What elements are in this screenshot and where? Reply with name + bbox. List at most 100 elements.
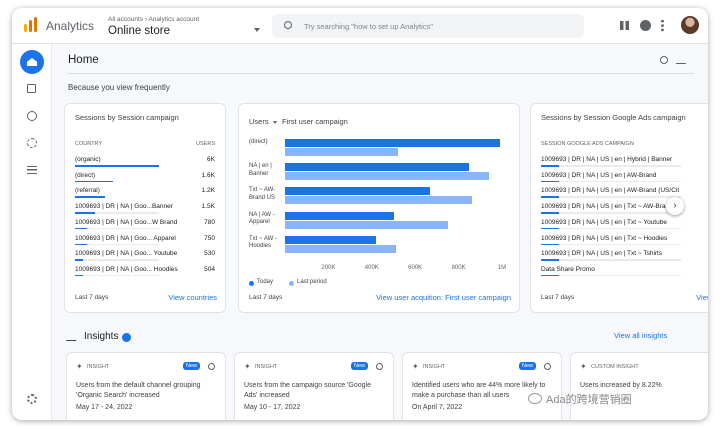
row-value: 504 xyxy=(204,265,215,273)
category-label: (direct) xyxy=(249,139,268,145)
breadcrumb-item[interactable]: Analytics account xyxy=(148,16,200,23)
card-title: Sessions by Session Google Ads campaign xyxy=(541,113,686,122)
x-tick-label: 1M xyxy=(497,265,507,271)
insight-card[interactable]: ✦ INSIGHT New Users from the campaign sourc… xyxy=(234,352,394,420)
app-name[interactable]: Analytics xyxy=(46,19,95,33)
share-icon[interactable] xyxy=(544,363,551,370)
row-bar xyxy=(541,196,559,198)
insight-date: May 17 - 24, 2022 xyxy=(76,404,133,411)
row-label[interactable]: 1009693 | DR | NA | US | en | AW-Brand (… xyxy=(541,187,680,195)
sparkle-icon: ✦ xyxy=(412,362,419,371)
category-label: NA | en | Banner xyxy=(249,163,272,177)
card-link[interactable]: View user acquition: First user campaign xyxy=(376,293,511,302)
card-metric[interactable]: Users xyxy=(249,117,269,126)
dropdown-arrow[interactable] xyxy=(273,121,277,124)
row-underline xyxy=(541,259,681,261)
row-label[interactable]: (organic) xyxy=(75,156,101,163)
search-box[interactable] xyxy=(272,14,584,38)
settings-nav[interactable] xyxy=(27,394,37,404)
bar xyxy=(285,187,431,196)
period-selector[interactable]: Last 7 days xyxy=(249,294,283,301)
row-label[interactable]: 1009693 | DR | NA | US | en | Hybrid | B… xyxy=(541,156,673,163)
column-header: COUNTRY xyxy=(75,141,103,147)
legend-dot xyxy=(289,281,294,286)
row-label[interactable]: 1009693 | DR | NA | US | en | Txt ~ Yout… xyxy=(541,218,667,226)
explore-nav[interactable] xyxy=(27,111,37,121)
breadcrumb[interactable]: All accounts › Analytics account xyxy=(108,16,200,23)
row-label[interactable]: 1009693 | DR | NA | US | en | AW-Brand xyxy=(541,171,657,179)
help-icon xyxy=(122,333,131,342)
breadcrumb-item[interactable]: All accounts xyxy=(108,16,144,23)
card-title: Sessions by Session campaign xyxy=(75,113,179,122)
row-bar xyxy=(541,259,559,261)
column-header: SESSION GOOGLE ADS CAMPAIGN xyxy=(541,141,634,147)
insight-card[interactable]: ✦ INSIGHT New Users from the default channe… xyxy=(66,352,226,420)
reports-nav[interactable] xyxy=(27,84,36,93)
property-name[interactable]: Online store xyxy=(108,25,171,37)
bar xyxy=(285,244,396,253)
row-label[interactable]: 1009693 | DR | NA | US | en | Txt ~ Tshi… xyxy=(541,250,663,258)
search-placeholder[interactable]: Try searching "how to set up Analytics" xyxy=(304,22,433,31)
row-underline xyxy=(75,227,159,230)
row-underline xyxy=(75,243,159,245)
advertising-nav[interactable] xyxy=(27,138,37,148)
row-label[interactable]: 1009693 | DR | NA | Goo... Hoodies xyxy=(75,265,178,273)
page-title: Home xyxy=(68,54,99,66)
bar xyxy=(285,163,470,172)
card-link[interactable]: View user ac xyxy=(696,293,708,302)
row-label[interactable]: (direct) xyxy=(75,171,96,179)
column-header: USERS xyxy=(196,141,215,147)
legend-label: Today xyxy=(257,279,274,285)
side-nav xyxy=(12,44,52,420)
row-bar xyxy=(75,243,87,245)
row-label[interactable]: (referral) xyxy=(75,187,100,195)
dropdown-arrow[interactable] xyxy=(254,28,260,32)
row-label[interactable]: 1009693 | DR | NA | Goo...W Brand xyxy=(75,218,178,226)
row-bar xyxy=(75,180,113,183)
watermark-icon xyxy=(528,393,542,404)
card-dimension[interactable]: First user campaign xyxy=(282,117,348,126)
row-underline xyxy=(541,196,681,198)
share-icon[interactable] xyxy=(660,56,668,64)
category-label: NA | AW - Apparel xyxy=(249,211,275,226)
insight-kind: INSIGHT xyxy=(87,364,110,370)
x-tick-label: 800K xyxy=(451,265,466,271)
insights-link[interactable]: View all insights xyxy=(614,331,668,340)
row-label[interactable]: 1009693 | DR | NA | Goo...Banner xyxy=(75,203,173,211)
configure-nav[interactable] xyxy=(27,166,37,174)
more-icon[interactable] xyxy=(661,19,664,32)
insight-kind: INSIGHT xyxy=(423,364,446,370)
card-link[interactable]: View countries xyxy=(168,293,217,302)
avatar[interactable] xyxy=(681,16,699,34)
help-icon[interactable] xyxy=(640,20,651,31)
row-bar xyxy=(75,274,83,277)
insight-card[interactable]: ✦ INSIGHT New Identified users who are 44% … xyxy=(402,352,562,420)
row-label[interactable]: 1009693 | DR | NA | Goo... Youtube xyxy=(75,250,178,258)
insights-icon xyxy=(65,334,81,341)
period-selector[interactable]: Last 7 days xyxy=(75,294,109,301)
bar xyxy=(285,148,398,156)
row-label[interactable]: 1009693 | DR | NA | US | en | Txt ~ AW-B… xyxy=(541,203,673,211)
row-value: 530 xyxy=(204,250,215,258)
row-value: 1.5K xyxy=(201,203,215,211)
share-icon[interactable] xyxy=(376,363,383,370)
bar xyxy=(285,220,448,229)
period-selector[interactable]: Last 7 days xyxy=(541,294,575,301)
row-underline xyxy=(541,274,681,277)
row-label[interactable]: Data Share Promo xyxy=(541,265,595,273)
next-button[interactable]: › xyxy=(666,197,684,215)
share-icon[interactable] xyxy=(208,363,215,370)
logo xyxy=(34,17,37,32)
row-underline xyxy=(541,227,681,230)
insight-card[interactable]: ✦ CUSTOM INSIGHT Users increased by 8.22% xyxy=(570,352,708,420)
insights-icon[interactable] xyxy=(675,56,691,64)
row-label[interactable]: 1009693 | DR | NA | Goo... Apparel xyxy=(75,234,176,242)
row-label[interactable]: 1009693 | DR | NA | US | en | Txt ~ Hood… xyxy=(541,234,668,242)
insight-text: Users from the default channel grouping … xyxy=(76,382,201,399)
logo xyxy=(29,20,32,32)
insight-date: May 10 - 17, 2022 xyxy=(244,404,301,411)
row-bar xyxy=(75,227,87,230)
row-bar xyxy=(75,196,105,198)
apps-icon[interactable] xyxy=(620,21,629,30)
